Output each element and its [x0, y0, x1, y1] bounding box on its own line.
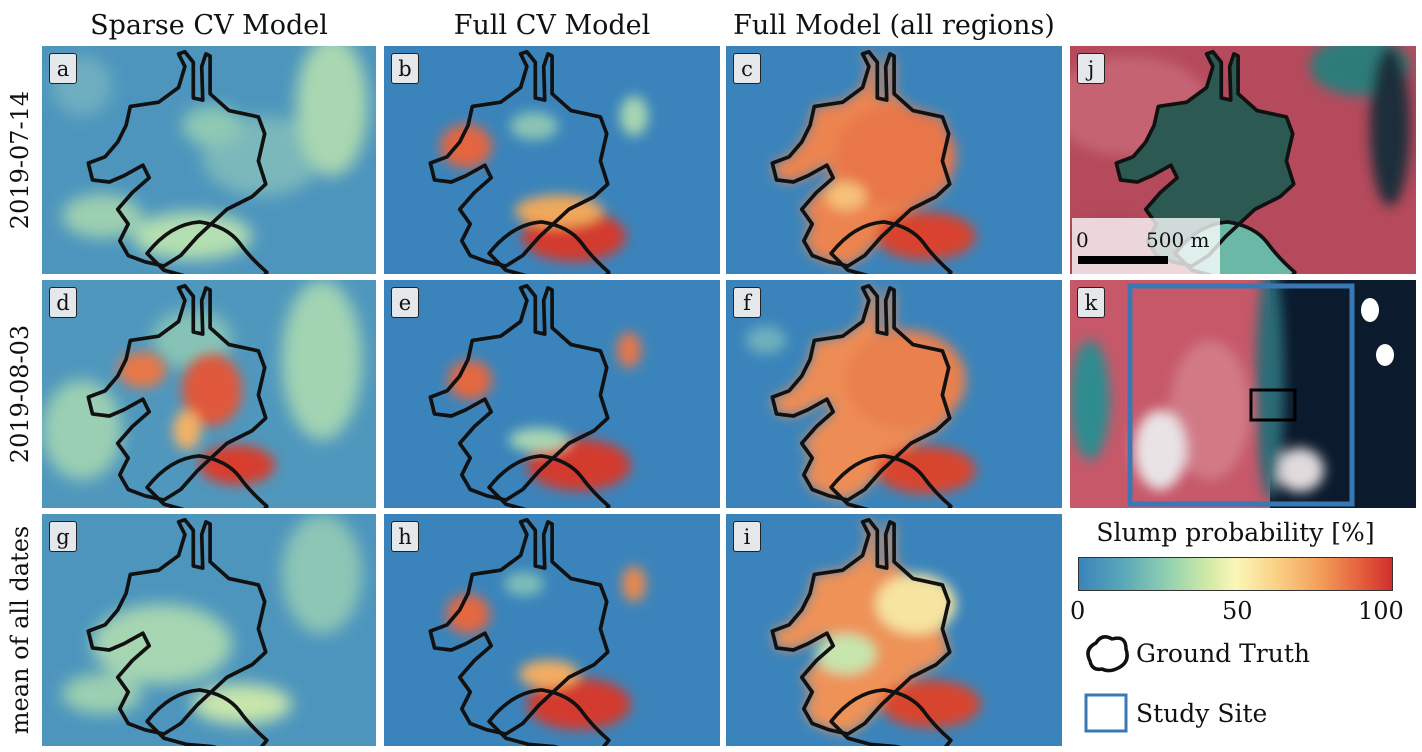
panel-label-d: d [49, 287, 77, 318]
colorbar-tick-50: 50 [1222, 597, 1253, 625]
legend-study-site: Study Site [1082, 690, 1267, 736]
column-title-sparse-cv: Sparse CV Model [90, 10, 328, 41]
column-title-full-model: Full Model (all regions) [733, 10, 1055, 41]
scale-bar [1078, 256, 1168, 264]
legend-ground-truth: Ground Truth [1082, 630, 1310, 676]
panel-label-g: g [49, 521, 77, 552]
panel-label-b: b [391, 53, 419, 84]
panel-d-sparse-cv-2019-08-03: d [42, 280, 376, 508]
panel-label-f: f [733, 287, 761, 318]
colorbar-title: Slump probability [%] [1096, 518, 1375, 547]
panel-label-a: a [49, 53, 77, 84]
panel-label-j: j [1077, 53, 1105, 84]
column-title-full-cv: Full CV Model [453, 10, 651, 41]
panel-label-i: i [733, 521, 761, 552]
panel-g-sparse-cv-mean: g [42, 514, 376, 746]
colorbar-tick-0: 0 [1070, 597, 1086, 625]
panel-a-sparse-cv-2019-07-14: a [42, 46, 376, 274]
panel-c-full-model-2019-07-14: c [726, 46, 1062, 274]
colorbar-tick-100: 100 [1358, 597, 1404, 625]
study-site-icon [1084, 693, 1128, 733]
panel-e-full-cv-2019-08-03: e [384, 280, 720, 508]
row-label-2019-08-03: 2019-08-03 [6, 324, 34, 464]
panel-f-full-model-2019-08-03: f [726, 280, 1062, 508]
ground-truth-icon [1086, 635, 1129, 673]
panel-b-full-cv-2019-07-14: b [384, 46, 720, 274]
legend-ground-truth-label: Ground Truth [1136, 638, 1310, 668]
panel-label-c: c [733, 53, 761, 84]
panel-label-h: h [391, 521, 419, 552]
panel-i-full-model-mean: i [726, 514, 1062, 746]
scale-bar-end: 500 m [1146, 228, 1210, 252]
scale-bar-start: 0 [1076, 228, 1089, 252]
legend-study-site-label: Study Site [1136, 698, 1268, 728]
panel-h-full-cv-mean: h [384, 514, 720, 746]
panel-k-study-site-map: k [1070, 280, 1416, 508]
panel-label-k: k [1077, 287, 1105, 318]
scale-bar-background [1072, 218, 1220, 274]
panel-label-e: e [391, 287, 419, 318]
colorbar [1078, 557, 1393, 591]
row-label-mean-all-dates: mean of all dates [6, 525, 35, 735]
row-label-2019-07-14: 2019-07-14 [6, 90, 34, 230]
